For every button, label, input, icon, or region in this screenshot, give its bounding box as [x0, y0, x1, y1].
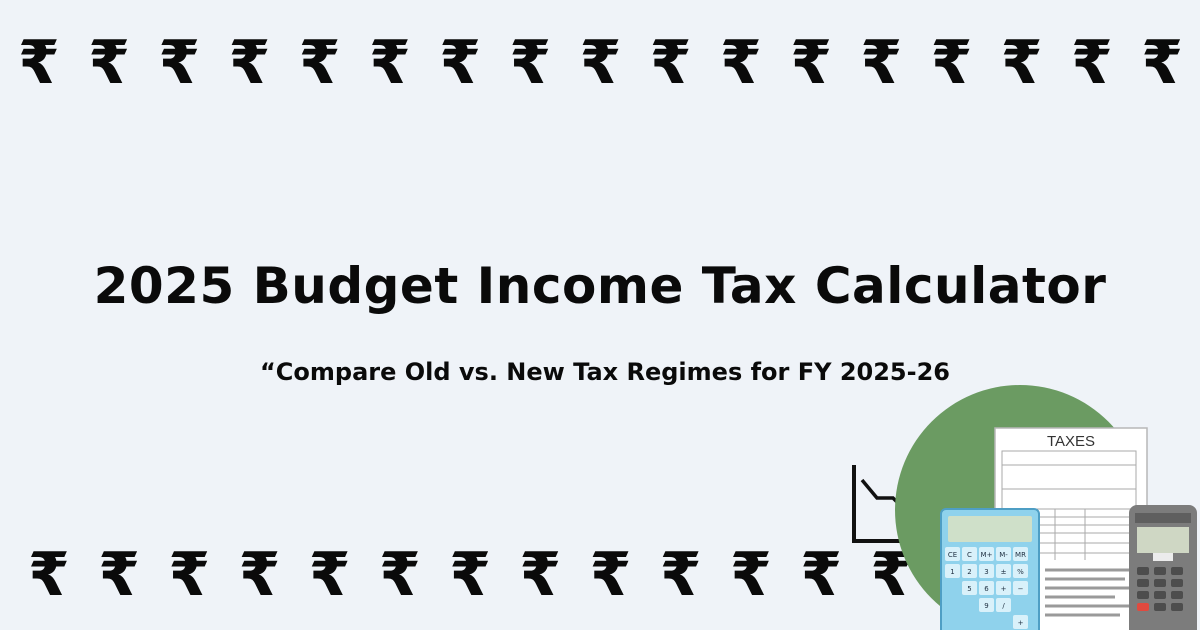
calculator-key [962, 547, 977, 561]
card-terminal-icon [1129, 505, 1197, 630]
rupee-symbol-icon: ₹ [379, 540, 421, 610]
calculator-key [996, 564, 1011, 578]
document-label: TAXES [1047, 433, 1095, 450]
calculator-key-label: M- [999, 551, 1008, 559]
calculator-key-label: CE [948, 551, 957, 559]
calculator-key [996, 598, 1011, 612]
rupee-pattern-top: ₹ ₹ ₹ ₹ ₹ ₹ ₹ ₹ ₹ ₹ ₹ ₹ ₹ ₹ ₹ ₹ ₹ [0, 28, 1200, 98]
calculator-key [1013, 547, 1028, 561]
rupee-symbol-icon: ₹ [800, 540, 842, 610]
calculator-key-label: 6 [984, 585, 989, 593]
rupee-symbol-icon: ₹ [18, 28, 60, 98]
rupee-symbol-icon: ₹ [519, 540, 562, 610]
calculator-key-label: − [1018, 585, 1024, 593]
calculator-key [945, 547, 960, 561]
rupee-symbol-icon: ₹ [308, 540, 351, 610]
rupee-symbol-icon: ₹ [1141, 28, 1183, 98]
calculator-key [996, 547, 1011, 561]
rupee-symbol-icon: ₹ [88, 28, 130, 98]
calculator-key-label: / [1002, 602, 1005, 610]
calculator-icon: CE C M+ M- MR 1 2 3 ± % 5 6 + − 9 / + [940, 508, 1040, 630]
rupee-symbol-icon: ₹ [1071, 28, 1113, 98]
rupee-symbol-icon: ₹ [228, 28, 271, 98]
calculator-key-label: C [967, 551, 972, 559]
calculator-key [1013, 564, 1028, 578]
rupee-symbol-icon: ₹ [720, 28, 762, 98]
calculator-key-label: 3 [984, 568, 988, 576]
calculator-key-label: 5 [967, 585, 971, 593]
rupee-symbol-icon: ₹ [1000, 28, 1043, 98]
calculator-key [962, 581, 977, 595]
calculator-key [1013, 581, 1028, 595]
tax-illustration: TAXES [845, 385, 1200, 630]
rupee-symbol-icon: ₹ [579, 28, 622, 98]
page-title: 2025 Budget Income Tax Calculator [93, 257, 1107, 315]
calculator-key [962, 564, 977, 578]
rupee-symbol-icon: ₹ [930, 28, 973, 98]
calculator-key-label: M+ [981, 551, 993, 559]
rupee-symbol-icon: ₹ [860, 28, 903, 98]
rupee-symbol-icon: ₹ [369, 28, 411, 98]
calculator-key-label: 9 [984, 602, 988, 610]
rupee-symbol-icon: ₹ [649, 28, 692, 98]
calculator-key [979, 581, 994, 595]
rupee-symbol-icon: ₹ [509, 28, 552, 98]
calculator-key-label: + [1018, 619, 1024, 627]
calculator-key [979, 598, 994, 612]
calculator-key [1013, 615, 1028, 629]
calculator-key-label: 2 [967, 568, 971, 576]
rupee-symbol-icon: ₹ [298, 28, 341, 98]
rupee-symbol-icon: ₹ [439, 28, 481, 98]
calculator-key-label: 1 [950, 568, 954, 576]
rupee-symbol-icon: ₹ [659, 540, 702, 610]
calculator-key [979, 564, 994, 578]
rupee-symbol-icon: ₹ [158, 28, 201, 98]
rupee-symbol-icon: ₹ [449, 540, 491, 610]
page-subtitle: “Compare Old vs. New Tax Regimes for FY … [260, 358, 950, 386]
rupee-symbol-icon: ₹ [589, 540, 632, 610]
calculator-key-label: % [1017, 568, 1024, 576]
calculator-key [996, 581, 1011, 595]
calculator-key [979, 547, 994, 561]
rupee-symbol-icon: ₹ [238, 540, 281, 610]
rupee-symbol-icon: ₹ [168, 540, 211, 610]
rupee-symbol-icon: ₹ [730, 540, 772, 610]
calculator-key-label: + [1001, 585, 1007, 593]
rupee-symbol-icon: ₹ [98, 540, 140, 610]
calculator-key [945, 564, 960, 578]
rupee-symbol-icon: ₹ [790, 28, 832, 98]
rupee-symbol-icon: ₹ [28, 540, 70, 610]
calculator-key-label: ± [1001, 568, 1007, 576]
calculator-key-label: MR [1015, 551, 1026, 559]
